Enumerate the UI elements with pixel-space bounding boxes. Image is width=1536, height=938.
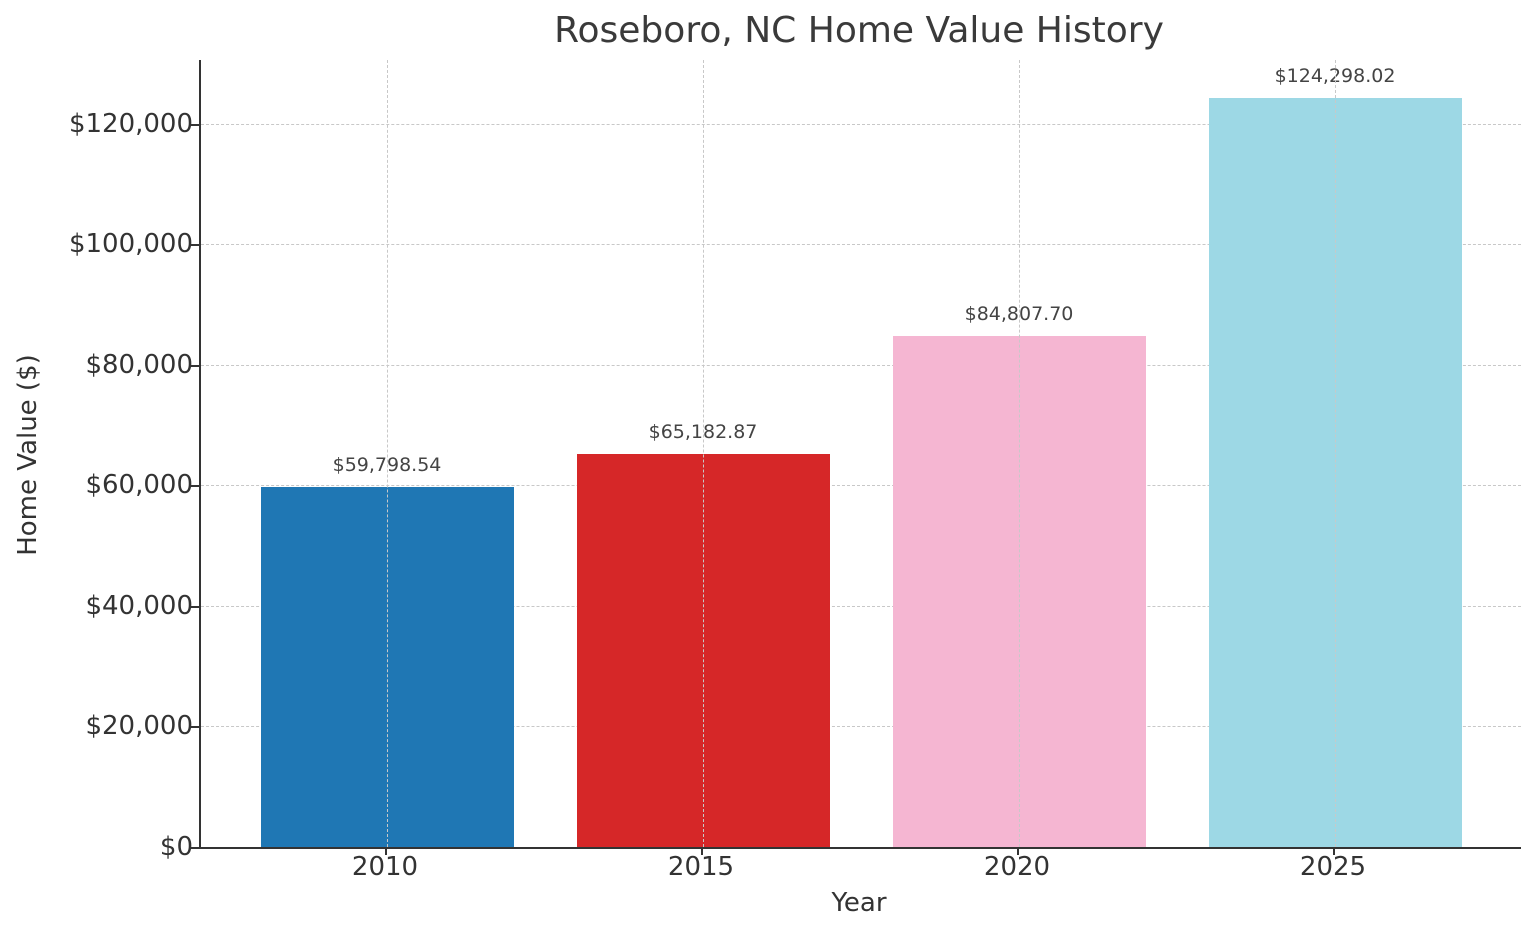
x-tick-mark — [1017, 847, 1019, 855]
gridline-vertical — [1335, 60, 1336, 847]
x-tick-mark — [1333, 847, 1335, 855]
x-tick-label: 2020 — [983, 852, 1051, 882]
x-tick-label: 2015 — [667, 852, 735, 882]
gridline-vertical — [387, 60, 388, 847]
gridline-horizontal — [201, 485, 1521, 487]
gridline-vertical — [1019, 60, 1020, 847]
y-tick-mark — [191, 485, 199, 488]
x-tick-mark — [701, 847, 703, 855]
y-tick-label: $100,000 — [68, 229, 193, 260]
gridline-horizontal — [201, 726, 1521, 728]
y-tick-label: $120,000 — [68, 108, 193, 139]
y-tick-label: $40,000 — [85, 590, 193, 621]
x-tick-label: 2010 — [351, 852, 419, 882]
x-axis-label: Year — [831, 888, 887, 918]
y-tick-mark — [191, 123, 199, 126]
y-tick-label: $80,000 — [85, 349, 193, 380]
gridline-horizontal — [201, 364, 1521, 366]
y-tick-mark — [191, 605, 199, 608]
chart-title: Roseboro, NC Home Value History — [554, 10, 1164, 51]
y-tick-mark — [191, 364, 199, 367]
y-tick-mark — [191, 847, 199, 849]
gridline-vertical — [703, 60, 704, 847]
plot-area: $59,798.54 $65,182.87 $84,807.70 $124,298.0… — [199, 60, 1521, 849]
y-tick-label: $20,000 — [85, 711, 193, 742]
y-tick-label: $60,000 — [85, 470, 193, 501]
y-tick-label: $0 — [159, 832, 193, 862]
gridline-horizontal — [201, 605, 1521, 607]
x-tick-mark — [385, 847, 387, 855]
y-tick-mark — [191, 244, 199, 247]
y-tick-mark — [191, 726, 199, 729]
gridline-horizontal — [201, 244, 1521, 246]
y-axis-label: Home Value ($) — [13, 354, 43, 556]
x-tick-label: 2025 — [1299, 852, 1367, 882]
gridline-horizontal — [201, 123, 1521, 125]
